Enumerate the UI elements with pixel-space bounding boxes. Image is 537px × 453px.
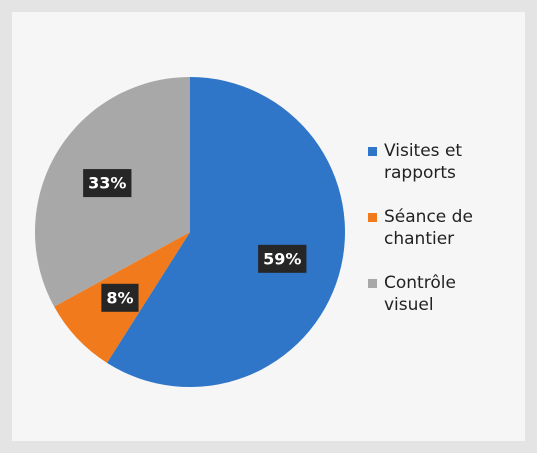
legend-label: Visites et rapports xyxy=(384,141,463,183)
legend-label: Séance de chantier xyxy=(384,207,473,249)
legend-item: Visites et rapports xyxy=(368,140,508,184)
legend-swatch xyxy=(368,279,377,288)
data-label: 8% xyxy=(106,288,133,307)
legend-item: Contrôle visuel xyxy=(368,272,508,316)
legend-label: Contrôle visuel xyxy=(384,273,456,315)
data-label-box xyxy=(83,169,132,198)
data-label: 59% xyxy=(263,249,301,268)
legend-item: Séance de chantier xyxy=(368,206,508,250)
legend: Visites et rapports Séance de chantier Con… xyxy=(368,140,508,338)
legend-swatch xyxy=(368,213,377,222)
pie-slice xyxy=(106,77,346,387)
data-label-box xyxy=(258,244,307,273)
legend-swatch xyxy=(368,147,377,156)
data-label-box xyxy=(101,283,139,312)
data-label: 33% xyxy=(88,174,126,193)
